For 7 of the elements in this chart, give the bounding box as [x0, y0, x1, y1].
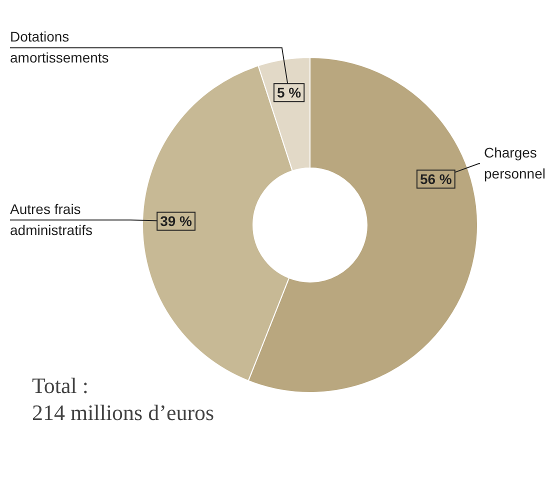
data-label: 56 %	[420, 171, 452, 188]
data-label: 5 %	[276, 84, 302, 101]
slice-label: Dotations amortissements	[10, 28, 109, 66]
slice-label: Charges personnel	[484, 144, 546, 182]
data-label: 39 %	[160, 213, 193, 230]
slice-label: Autres frais administratifs	[10, 200, 92, 238]
text: Total : 214 millions d’euros	[32, 372, 214, 426]
